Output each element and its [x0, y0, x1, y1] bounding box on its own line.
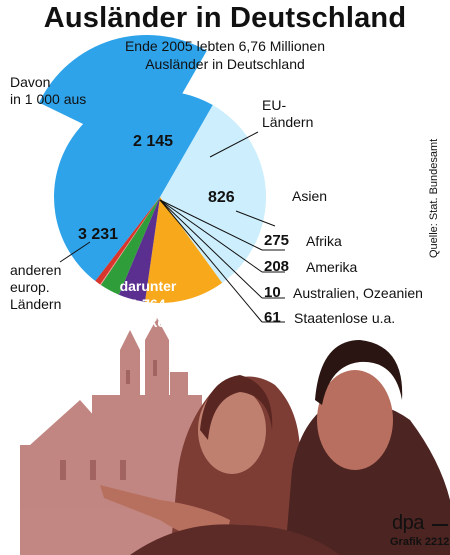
unit-label-line2: in 1 000 aus	[10, 91, 87, 107]
pie-slices	[39, 34, 267, 304]
eu-label-line2: Ländern	[262, 114, 314, 130]
pie-slice-oceania	[100, 197, 160, 285]
stateless-value-label: 61	[264, 309, 281, 326]
pie-slice-asia	[144, 197, 223, 304]
graphic-id: Grafik 2212	[390, 536, 450, 548]
oceania-label: Australien, Ozeanien	[293, 285, 423, 301]
source-note: Quelle: Stat. Bundesamt	[428, 138, 440, 258]
africa-label: Afrika	[306, 233, 342, 249]
chart-title: Ausländer in Deutschland	[43, 2, 407, 34]
eu-label-line1: EU-	[262, 97, 287, 113]
pie-slice-africa	[118, 197, 160, 302]
chart-subtitle-line2: Ausländer in Deutschland	[145, 56, 305, 72]
oceania-value-label: 10	[264, 284, 281, 301]
pie-slice-america	[100, 197, 160, 295]
dpa-logo: dpa	[392, 512, 424, 534]
europe-label-line1: anderen	[10, 262, 62, 278]
asia-value-label: 826	[208, 189, 235, 206]
turkey-subslice-line3: Türkei	[126, 314, 169, 330]
eu-value-label: 2 145	[133, 133, 174, 150]
unit-label-line1: Davon	[10, 74, 51, 90]
asia-label: Asien	[292, 188, 328, 204]
europe-label-line3: Ländern	[10, 296, 62, 312]
europe-label-line2: europ.	[10, 279, 50, 295]
chart-subtitle-line1: Ende 2005 lebten 6,76 Millionen	[124, 38, 326, 54]
turkey-subslice-value: 1 764	[130, 296, 166, 312]
stateless-label: Staatenlose u.a.	[294, 310, 396, 326]
pie-slice-stateless	[95, 197, 160, 285]
pie-slice-europe	[54, 90, 213, 281]
pie-subslice-turkey	[39, 34, 207, 155]
turkey-subslice-line1: darunter	[119, 278, 177, 294]
europe-value-label: 3 231	[78, 226, 119, 243]
america-value-label: 208	[264, 258, 290, 275]
logo-rule	[432, 524, 448, 526]
leader-lines	[59, 131, 285, 323]
america-label: Amerika	[306, 259, 358, 275]
africa-value-label: 275	[264, 232, 290, 249]
